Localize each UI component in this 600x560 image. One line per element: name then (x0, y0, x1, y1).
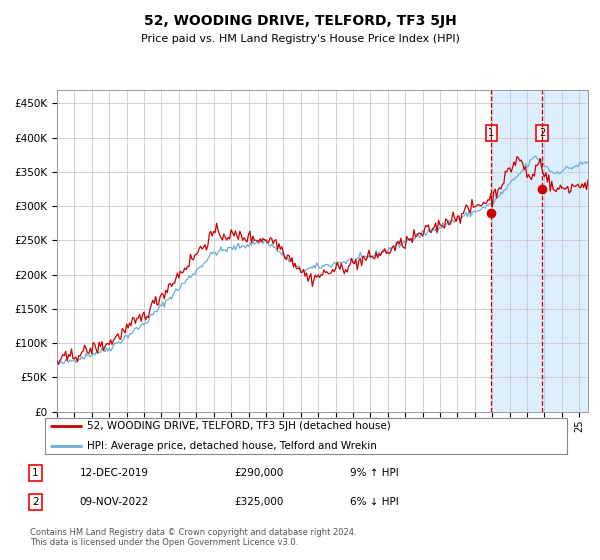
Text: 2: 2 (32, 497, 39, 507)
Text: 52, WOODING DRIVE, TELFORD, TF3 5JH: 52, WOODING DRIVE, TELFORD, TF3 5JH (143, 14, 457, 28)
Text: £290,000: £290,000 (234, 468, 283, 478)
Text: 6% ↓ HPI: 6% ↓ HPI (350, 497, 399, 507)
Text: £325,000: £325,000 (234, 497, 284, 507)
Text: Price paid vs. HM Land Registry's House Price Index (HPI): Price paid vs. HM Land Registry's House … (140, 34, 460, 44)
Text: 12-DEC-2019: 12-DEC-2019 (80, 468, 149, 478)
Text: 2: 2 (539, 128, 545, 138)
Text: HPI: Average price, detached house, Telford and Wrekin: HPI: Average price, detached house, Telf… (87, 441, 377, 451)
Text: Contains HM Land Registry data © Crown copyright and database right 2024.
This d: Contains HM Land Registry data © Crown c… (30, 528, 356, 547)
Bar (491, 90, 588, 412)
Text: 1: 1 (32, 468, 39, 478)
Text: 1: 1 (488, 128, 494, 138)
Text: 09-NOV-2022: 09-NOV-2022 (80, 497, 149, 507)
FancyBboxPatch shape (44, 418, 568, 454)
Text: 52, WOODING DRIVE, TELFORD, TF3 5JH (detached house): 52, WOODING DRIVE, TELFORD, TF3 5JH (det… (87, 421, 391, 431)
Text: 9% ↑ HPI: 9% ↑ HPI (350, 468, 399, 478)
